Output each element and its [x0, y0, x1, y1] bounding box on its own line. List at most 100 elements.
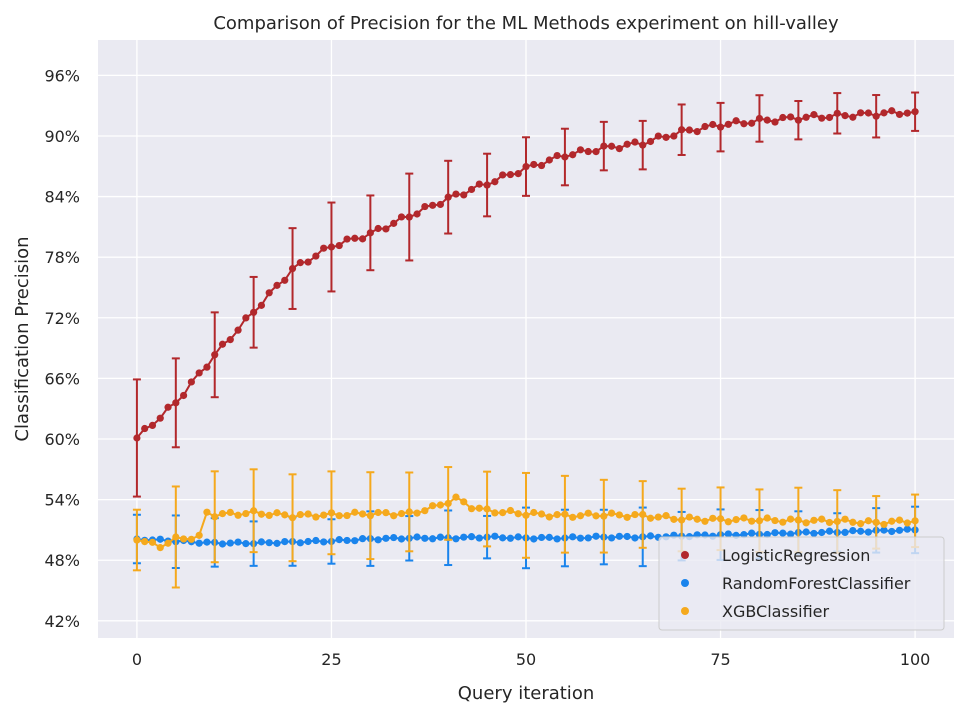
data-point	[397, 509, 406, 518]
data-point	[405, 213, 413, 221]
data-point	[397, 213, 406, 221]
data-point	[475, 534, 483, 542]
data-point	[522, 511, 530, 519]
data-point	[545, 156, 553, 164]
data-point	[226, 539, 234, 547]
data-point	[678, 516, 686, 524]
data-point	[888, 517, 896, 525]
data-point	[740, 120, 748, 128]
data-point	[242, 509, 250, 518]
data-point	[880, 109, 888, 117]
data-point	[841, 528, 849, 537]
data-point	[304, 258, 312, 266]
legend: LogisticRegression RandomForestClassifier…	[658, 536, 945, 631]
data-point	[429, 201, 437, 209]
data-point	[849, 527, 857, 535]
data-point	[265, 511, 273, 520]
series-LogisticRegression	[132, 91, 920, 498]
data-point	[818, 114, 826, 122]
data-point	[211, 351, 219, 359]
data-point	[553, 535, 561, 543]
data-point	[639, 141, 647, 149]
data-point	[584, 147, 592, 156]
y-tick-label: 78%	[44, 248, 80, 267]
data-point	[296, 510, 304, 519]
data-point	[180, 535, 188, 543]
data-point	[358, 535, 367, 543]
data-point	[537, 510, 546, 518]
data-point	[491, 509, 499, 517]
y-tick-label: 42%	[44, 612, 80, 631]
data-point	[312, 536, 320, 545]
y-tick-label: 60%	[44, 430, 80, 449]
tick-labels: 0 25 50 75 100 42% 48% 54% 60% 66% 72% 78% 84% 90% 96%	[44, 66, 930, 669]
data-point	[771, 118, 779, 126]
data-point	[662, 133, 670, 141]
data-point	[226, 336, 234, 344]
data-point	[740, 514, 748, 522]
data-point	[693, 127, 701, 136]
data-point	[203, 538, 211, 546]
data-point	[818, 528, 826, 537]
data-point	[592, 532, 600, 540]
y-axis-label: Classification Precision	[12, 236, 33, 441]
data-point	[646, 532, 655, 540]
y-tick-label: 84%	[44, 188, 80, 207]
series-XGBClassifier	[132, 466, 920, 589]
data-point	[911, 108, 919, 116]
data-point	[537, 533, 546, 542]
data-point	[195, 369, 203, 377]
data-point	[748, 517, 756, 525]
data-point	[895, 110, 904, 119]
x-tick-label: 100	[900, 650, 931, 669]
data-point	[685, 513, 694, 521]
data-point	[670, 132, 678, 140]
data-point	[802, 519, 810, 527]
legend-label: LogisticRegression	[722, 546, 870, 565]
data-point	[467, 505, 476, 513]
data-point	[242, 314, 250, 322]
data-point	[483, 505, 491, 513]
data-point	[483, 181, 491, 189]
x-tick-label: 0	[132, 650, 142, 669]
data-point	[763, 116, 771, 124]
data-point	[786, 113, 795, 121]
data-point	[864, 517, 873, 525]
data-point	[327, 509, 336, 517]
data-point	[491, 532, 499, 540]
data-point	[732, 117, 740, 125]
data-point	[460, 191, 468, 199]
data-point	[771, 529, 779, 537]
data-point	[615, 532, 623, 540]
data-point	[802, 113, 810, 121]
data-point	[320, 511, 328, 519]
data-point	[421, 202, 429, 211]
data-point	[569, 513, 577, 521]
legend-marker	[681, 579, 689, 587]
legend-box	[658, 536, 945, 631]
data-point	[841, 515, 849, 523]
data-point	[895, 516, 904, 524]
chart-title: Comparison of Precision for the ML Metho…	[213, 13, 839, 34]
data-point	[888, 107, 896, 115]
data-point	[646, 137, 655, 146]
data-point	[623, 140, 631, 148]
data-point	[608, 534, 616, 542]
data-point	[553, 151, 561, 160]
data-point	[763, 514, 771, 522]
data-point	[156, 414, 164, 422]
data-point	[327, 243, 336, 251]
data-point	[265, 539, 273, 547]
data-point	[670, 515, 678, 523]
data-point	[148, 421, 157, 429]
data-point	[203, 363, 211, 371]
data-point	[444, 499, 452, 508]
data-point	[257, 538, 266, 546]
data-point	[257, 301, 266, 309]
data-point	[296, 539, 304, 547]
data-point	[351, 234, 359, 242]
data-point	[506, 506, 515, 515]
data-point	[530, 160, 538, 169]
data-point	[779, 518, 787, 526]
